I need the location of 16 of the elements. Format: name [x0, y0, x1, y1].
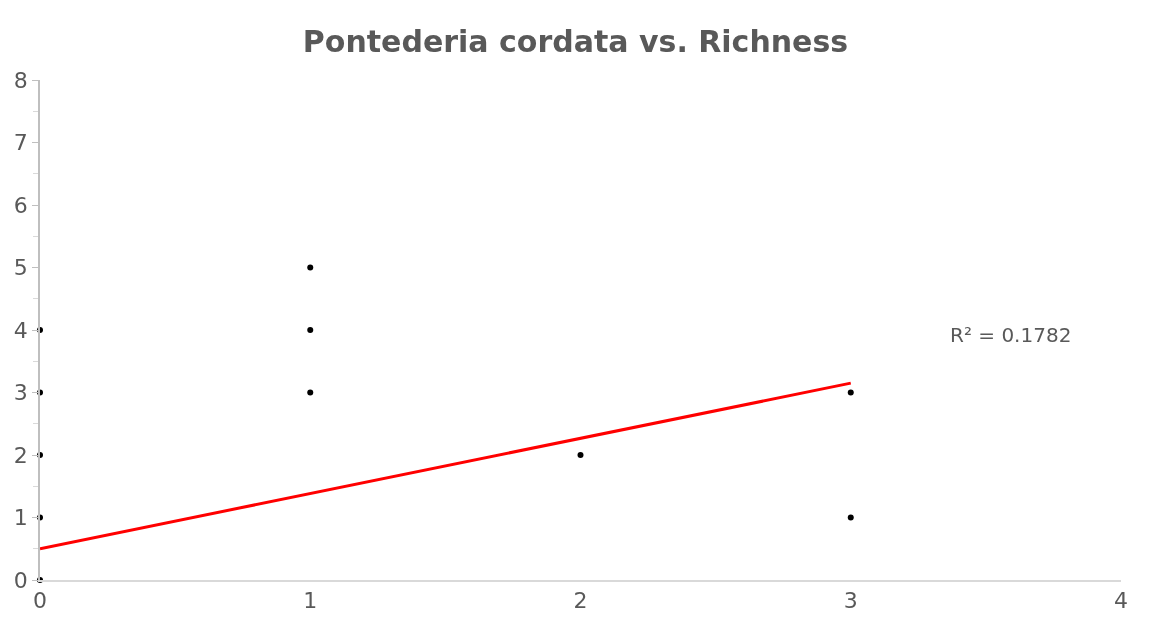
- x-tick-label: 1: [303, 588, 318, 614]
- y-tick-label: 8: [13, 67, 28, 93]
- y-tick-label: 2: [13, 442, 28, 468]
- y-tick-label: 5: [13, 255, 28, 281]
- x-tick-label: 3: [843, 588, 858, 614]
- annotation: R² = 0.1782: [950, 323, 1072, 347]
- y-tick-label: 1: [13, 505, 28, 531]
- y-tick-label: 6: [13, 192, 28, 218]
- x-tick-label: 4: [1114, 588, 1128, 614]
- y-tick-label: 0: [13, 567, 28, 593]
- chart-title: Pontederia cordata vs. Richness: [302, 24, 849, 60]
- y-tick-label: 3: [13, 380, 28, 406]
- x-tick-label: 0: [33, 588, 47, 614]
- y-tick-label: 7: [13, 130, 28, 156]
- y-tick-label: 4: [13, 317, 28, 343]
- x-tick-label: 2: [573, 588, 588, 614]
